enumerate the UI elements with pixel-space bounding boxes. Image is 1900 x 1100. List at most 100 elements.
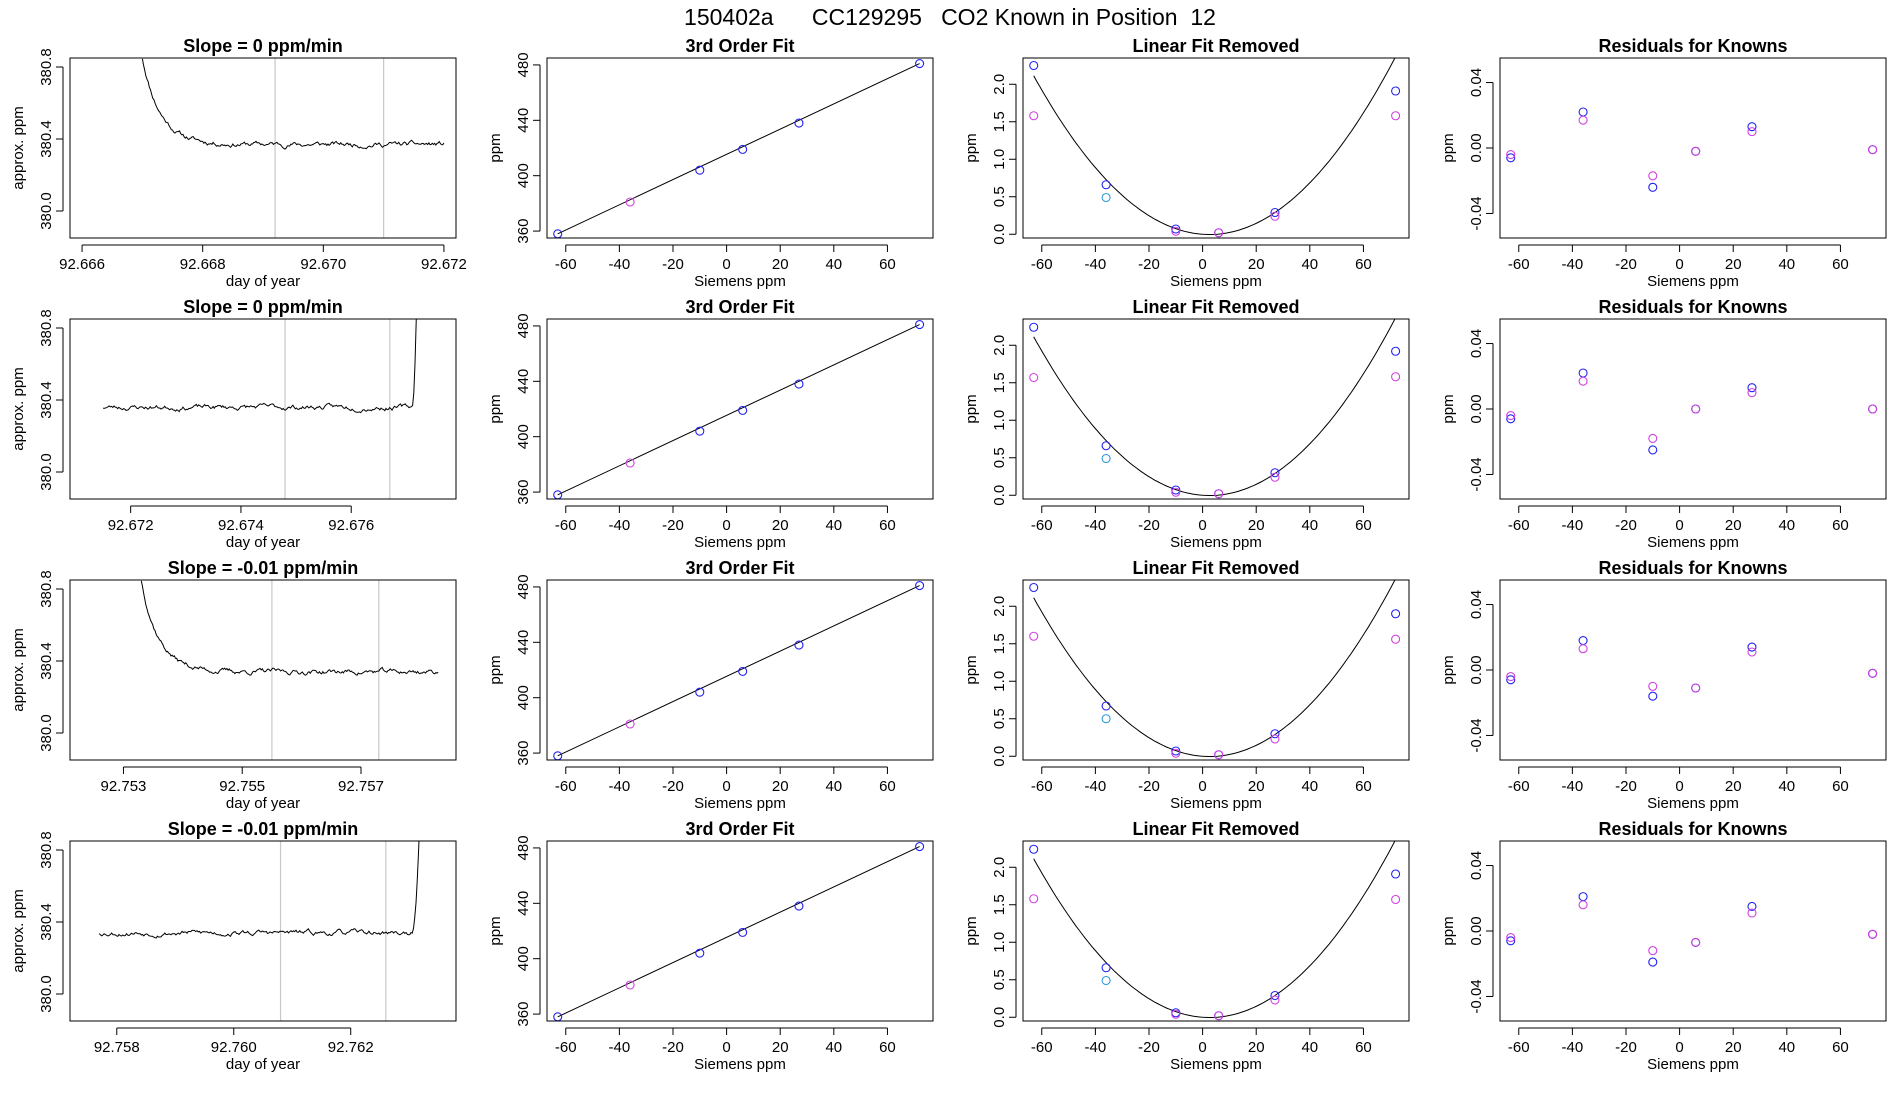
data-point	[1747, 127, 1757, 137]
x-tick-label: -60	[1031, 1039, 1053, 1056]
data-point	[1868, 929, 1878, 939]
data-point	[1648, 681, 1658, 691]
x-axis-label: Siemens ppm	[1170, 795, 1262, 812]
y-axis-label: ppm	[487, 394, 504, 423]
x-tick-label: -20	[1615, 517, 1637, 534]
x-tick-label: 20	[1725, 778, 1742, 795]
data-point	[1101, 453, 1111, 464]
plot-frame	[69, 840, 457, 1022]
data-point	[1214, 228, 1224, 238]
panel-title: Residuals for Knowns	[1598, 558, 1787, 578]
data-point	[738, 927, 748, 937]
y-tick-label: 0.00	[1468, 655, 1485, 684]
y-tick-label: 1.5	[991, 111, 1008, 132]
x-tick-label: 92.755	[219, 778, 265, 795]
y-tick-label: 0.5	[991, 708, 1008, 729]
time-series-line	[141, 58, 445, 150]
plot-frame	[546, 318, 934, 500]
x-tick-label: -40	[1562, 1039, 1584, 1056]
plot-frame	[1022, 579, 1410, 761]
data-point	[1270, 211, 1280, 221]
panel-title: Slope = 0 ppm/min	[183, 297, 343, 317]
x-tick-label: 40	[1301, 778, 1318, 795]
plot-frame	[69, 579, 457, 761]
data-point	[1029, 894, 1039, 904]
y-tick-label: 0.5	[991, 186, 1008, 207]
data-point	[1648, 445, 1658, 455]
data-point	[1391, 346, 1401, 356]
x-tick-label: 60	[1355, 778, 1372, 795]
data-point	[1868, 668, 1878, 678]
y-tick-label: 440	[515, 891, 532, 916]
y-tick-label: 380.0	[38, 975, 55, 1013]
data-point	[794, 118, 804, 128]
y-tick-label: 480	[515, 574, 532, 599]
x-tick-label: 92.762	[328, 1039, 374, 1056]
data-point	[625, 197, 635, 207]
y-axis-label: ppm	[1440, 133, 1457, 162]
x-tick-label: -20	[1615, 778, 1637, 795]
x-tick-label: 40	[825, 256, 842, 273]
y-tick-label: 440	[515, 630, 532, 655]
data-point	[1391, 111, 1401, 121]
y-tick-label: 1.5	[991, 372, 1008, 393]
data-point	[1578, 644, 1588, 654]
figure-title: 150402a CC129295 CO2 Known in Position 1…	[684, 4, 1216, 30]
x-tick-label: -60	[555, 517, 577, 534]
plot-frame	[1499, 57, 1887, 239]
data-point	[1747, 908, 1757, 918]
data-point	[1648, 433, 1658, 444]
x-tick-label: 60	[1832, 256, 1849, 273]
data-point	[1391, 86, 1401, 96]
data-point	[738, 144, 748, 154]
data-point	[1578, 635, 1588, 646]
x-axis-label: Siemens ppm	[694, 534, 786, 551]
x-tick-label: -40	[1562, 517, 1584, 534]
time-series-line	[98, 841, 420, 939]
data-point	[1691, 937, 1701, 948]
data-point	[915, 841, 925, 852]
panel-title: Linear Fit Removed	[1132, 297, 1299, 317]
panel-title: 3rd Order Fit	[685, 819, 794, 839]
y-tick-label: 0.5	[991, 969, 1008, 990]
panel-3-1: 3rd Order Fit -60 -40 -20 0 20 40 60 Siemens ppm…	[487, 819, 934, 1073]
y-tick-label: -0.04	[1468, 457, 1485, 491]
x-tick-label: -60	[555, 778, 577, 795]
data-point	[1029, 844, 1039, 854]
data-point	[1171, 1009, 1181, 1019]
x-tick-label: 40	[1778, 517, 1795, 534]
data-point	[1101, 180, 1111, 190]
data-point	[1506, 932, 1516, 943]
x-tick-label: -20	[662, 256, 684, 273]
plot-frame	[546, 57, 934, 239]
data-point	[794, 640, 804, 650]
data-point	[1578, 115, 1588, 125]
y-tick-label: 380.4	[38, 642, 55, 680]
panel-title: Slope = 0 ppm/min	[183, 36, 343, 56]
y-tick-label: -0.04	[1468, 196, 1485, 230]
x-tick-label: 0	[1675, 256, 1683, 273]
plot-frame	[1499, 579, 1887, 761]
x-axis-label: Siemens ppm	[1647, 534, 1739, 551]
y-axis-label: ppm	[963, 916, 980, 945]
data-point	[1506, 936, 1516, 946]
data-point	[1578, 892, 1588, 902]
y-tick-label: 0.04	[1468, 68, 1485, 97]
plot-frame	[1022, 57, 1410, 239]
data-point	[1101, 714, 1111, 724]
time-series-line	[140, 580, 439, 676]
panel-0-1: 3rd Order Fit -60 -40 -20 0 20 40 60 Siemens ppm…	[487, 36, 934, 290]
data-point	[695, 426, 705, 436]
plot-frame	[1499, 318, 1887, 500]
data-point	[1214, 489, 1224, 499]
y-tick-label: 0.00	[1468, 394, 1485, 423]
data-point	[1648, 171, 1658, 181]
y-tick-label: 380.8	[38, 831, 55, 869]
data-point	[1506, 414, 1516, 424]
x-tick-label: 92.758	[94, 1039, 140, 1056]
y-tick-label: 380.8	[38, 309, 55, 347]
y-axis-label: ppm	[1440, 655, 1457, 684]
x-tick-label: 20	[1248, 778, 1265, 795]
x-tick-label: 92.672	[421, 256, 467, 273]
x-axis-label: day of year	[226, 1056, 300, 1073]
